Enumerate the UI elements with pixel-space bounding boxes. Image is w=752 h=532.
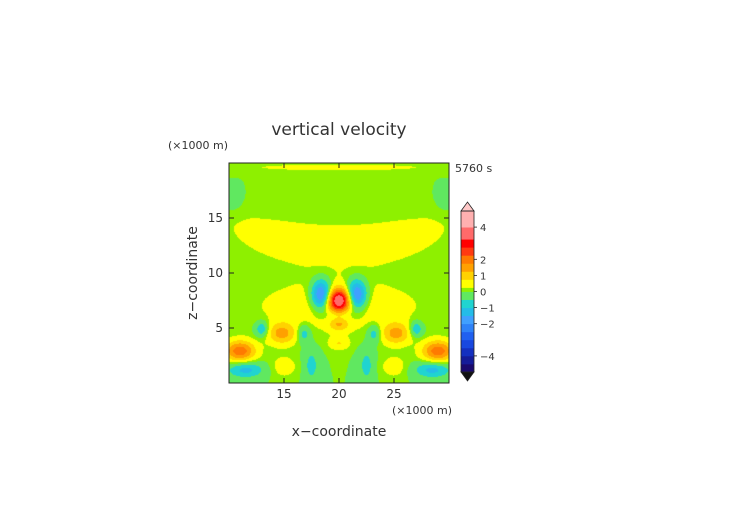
colorbar-segment: [461, 315, 474, 321]
colorbar-segment: [461, 339, 474, 345]
colorbar-segment: [461, 223, 474, 228]
colorbar-extend-max: [460, 201, 475, 212]
colorbar-segment: [461, 303, 474, 308]
x-axis-ticks: 15 20 25: [276, 163, 402, 401]
colorbar-segment: [461, 275, 474, 280]
colorbar-segment: [461, 271, 474, 276]
colorbar-segment: [461, 239, 474, 244]
colorbar-segment: [461, 323, 474, 329]
colorbar-segment: [461, 219, 474, 224]
y-tick-label: 5: [215, 321, 223, 335]
colorbar-segment: [461, 327, 474, 333]
y-axis-ticks: 5 10 15: [208, 211, 449, 335]
x-tick-label: 25: [386, 387, 401, 401]
y-tick-label: 10: [208, 266, 223, 280]
colorbar-segment: [461, 267, 474, 272]
colorbar-tick-label: −2: [480, 320, 495, 331]
colorbar-segment: [461, 307, 474, 313]
colorbar-tick-label: 0: [480, 288, 486, 299]
colorbar-segment: [461, 363, 474, 369]
colorbar-tick-label: −4: [480, 352, 495, 363]
colorbar-segment: [461, 231, 474, 236]
chart-title: vertical velocity: [271, 120, 406, 140]
colorbar-segment: [461, 343, 474, 349]
colorbar-segment: [461, 243, 474, 248]
colorbar-tick-label: 1: [480, 271, 486, 282]
colorbar-segment: [461, 335, 474, 341]
colorbar-segment: [461, 367, 474, 373]
time-label: 5760 s: [455, 162, 492, 175]
colorbar-segment: [461, 227, 474, 232]
colorbar-segment: [461, 351, 474, 357]
colorbar-segment: [461, 263, 474, 268]
colorbar-tick-label: −1: [480, 304, 495, 315]
colorbar-segment: [461, 355, 474, 361]
colorbar-tick-label: 4: [480, 223, 486, 234]
velocity-field-image: [229, 163, 449, 383]
colorbar-extend-min: [460, 371, 475, 382]
colorbar-tick-label: 2: [480, 255, 486, 266]
colorbar-segment: [461, 295, 474, 300]
colorbar-segment: [461, 255, 474, 260]
x-tick-label: 15: [276, 387, 291, 401]
colorbar-segment: [461, 291, 474, 296]
colorbar-segment: [461, 287, 474, 292]
colorbar-segment: [461, 251, 474, 256]
x-axis-label: x−coordinate: [292, 424, 387, 440]
y-axis-label: z−coordinate: [185, 226, 201, 320]
x-unit-label: (×1000 m): [392, 404, 452, 417]
colorbar-segment: [461, 215, 474, 220]
colorbar-segment: [461, 319, 474, 325]
y-unit-label: (×1000 m): [168, 139, 228, 152]
colorbar-segment: [461, 283, 474, 288]
colorbar-segment: [461, 331, 474, 337]
colorbar-segment: [461, 235, 474, 240]
y-tick-label: 15: [208, 211, 223, 225]
colorbar: 4 2 1 0 −1 −2 −4: [460, 201, 495, 382]
colorbar-segment: [461, 311, 474, 317]
colorbar-segment: [461, 259, 474, 264]
colorbar-segment: [461, 279, 474, 284]
colorbar-segment: [461, 359, 474, 365]
heatmap-field: [228, 162, 450, 384]
colorbar-segment: [461, 299, 474, 304]
x-tick-label: 20: [331, 387, 346, 401]
colorbar-segment: [461, 247, 474, 252]
colorbar-segment: [461, 211, 474, 216]
colorbar-segment: [461, 347, 474, 353]
